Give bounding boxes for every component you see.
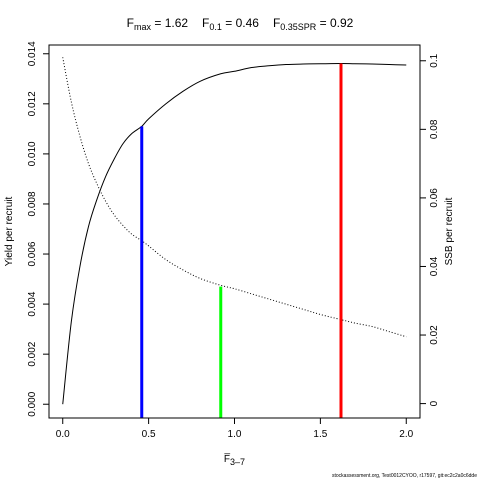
footer-credit: stockassessment.org, Test0012CYOO, r1759… bbox=[332, 473, 477, 479]
y-right-tick-label: 0.04 bbox=[429, 256, 440, 276]
x-tick-label: 1.5 bbox=[313, 429, 327, 440]
title-value: = 0.92 bbox=[316, 16, 353, 30]
x-tick-label: 2.0 bbox=[399, 429, 413, 440]
y-left-tick-label: 0.012 bbox=[27, 91, 38, 116]
y-right-tick-label: 0 bbox=[429, 400, 440, 406]
y-axis-left-label: Yield per recruit bbox=[4, 196, 15, 266]
reference-lines bbox=[140, 63, 343, 418]
title-value: = 1.62 bbox=[151, 16, 188, 30]
y-left-tick-label: 0.002 bbox=[27, 341, 38, 366]
title-text: Fmax = 1.62 F0.1 = 0.46 F0.35SPR = 0.92 bbox=[127, 16, 354, 32]
plot-frame bbox=[48, 44, 421, 419]
title-subscript: max bbox=[134, 22, 152, 32]
y-right-tick-label: 0.06 bbox=[429, 188, 440, 208]
y-right-tick-label: 0.1 bbox=[429, 53, 440, 67]
x-tick-label: 0.5 bbox=[142, 429, 156, 440]
series-layer bbox=[62, 57, 407, 405]
x-tick-label: 0.0 bbox=[56, 429, 70, 440]
x-tick-label: 1.0 bbox=[228, 429, 242, 440]
x-axis-label-sub: 3–7 bbox=[230, 457, 245, 467]
chart-title: Fmax = 1.62 F0.1 = 0.46 F0.35SPR = 0.92 bbox=[127, 16, 354, 32]
y-left-tick-label: 0.004 bbox=[27, 291, 38, 316]
title-subscript: 0.35SPR bbox=[280, 22, 317, 32]
y-left-tick-label: 0.014 bbox=[27, 41, 38, 66]
y-axis-right: 0 0.02 0.04 0.06 0.08 0.1 bbox=[420, 53, 440, 406]
y-right-tick-label: 0.02 bbox=[429, 325, 440, 345]
title-subscript: 0.1 bbox=[209, 22, 222, 32]
yield-per-recruit-line bbox=[62, 63, 407, 405]
title-symbol: F bbox=[127, 16, 134, 30]
ssb-per-recruit-line bbox=[62, 57, 407, 338]
x-axis: 0.0 0.5 1.0 1.5 2.0 bbox=[56, 418, 414, 440]
y-left-tick-label: 0.010 bbox=[27, 141, 38, 166]
y-left-tick-label: 0.008 bbox=[27, 191, 38, 216]
y-left-tick-label: 0.006 bbox=[27, 241, 38, 266]
y-axis-left: 0.000 0.002 0.004 0.006 0.008 0.010 0.012 0.014 bbox=[27, 41, 49, 417]
title-symbol: F bbox=[202, 16, 209, 30]
y-axis-right-label: SSB per recruit bbox=[444, 197, 455, 265]
x-axis-label-main: F̅ bbox=[224, 453, 230, 465]
x-axis-label: F̅3–7 bbox=[224, 453, 245, 467]
y-right-tick-label: 0.08 bbox=[429, 119, 440, 139]
title-value: = 0.46 bbox=[222, 16, 259, 30]
title-symbol: F bbox=[273, 16, 280, 30]
y-left-tick-label: 0.000 bbox=[27, 391, 38, 416]
